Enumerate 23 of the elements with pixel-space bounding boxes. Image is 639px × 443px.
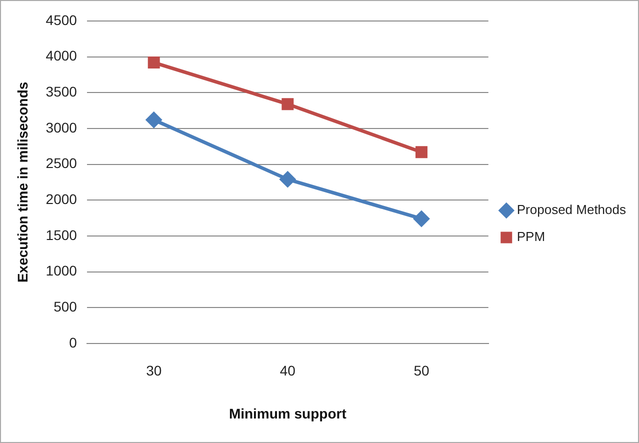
- x-tick-label: 30: [146, 362, 162, 379]
- y-tick-label: 4000: [46, 48, 78, 64]
- x-tick-label: 50: [414, 362, 430, 379]
- y-tick-label: 0: [69, 334, 78, 350]
- y-tick-label: 500: [54, 298, 78, 314]
- x-tick-label: 40: [280, 362, 296, 379]
- point: [282, 98, 294, 110]
- y-tick-label: 1000: [46, 262, 78, 279]
- legend-label: Proposed Methods: [516, 202, 626, 218]
- y-tick-label: 2000: [46, 190, 78, 207]
- y-tick-label: 3500: [46, 84, 78, 100]
- y-tick-label: 1500: [46, 226, 78, 243]
- point: [148, 56, 160, 69]
- y-axis-title: Execution time in miliseconds: [14, 82, 30, 283]
- point: [280, 172, 296, 188]
- x-axis-title: Minimum support: [228, 405, 347, 422]
- point: [414, 210, 430, 226]
- point: [415, 146, 428, 158]
- point: [146, 112, 162, 128]
- y-tick-label: 4500: [46, 12, 78, 28]
- legend-label: PPM: [516, 229, 546, 244]
- y-tick-label: 2500: [46, 155, 78, 172]
- y-tick-label: 3000: [46, 119, 78, 136]
